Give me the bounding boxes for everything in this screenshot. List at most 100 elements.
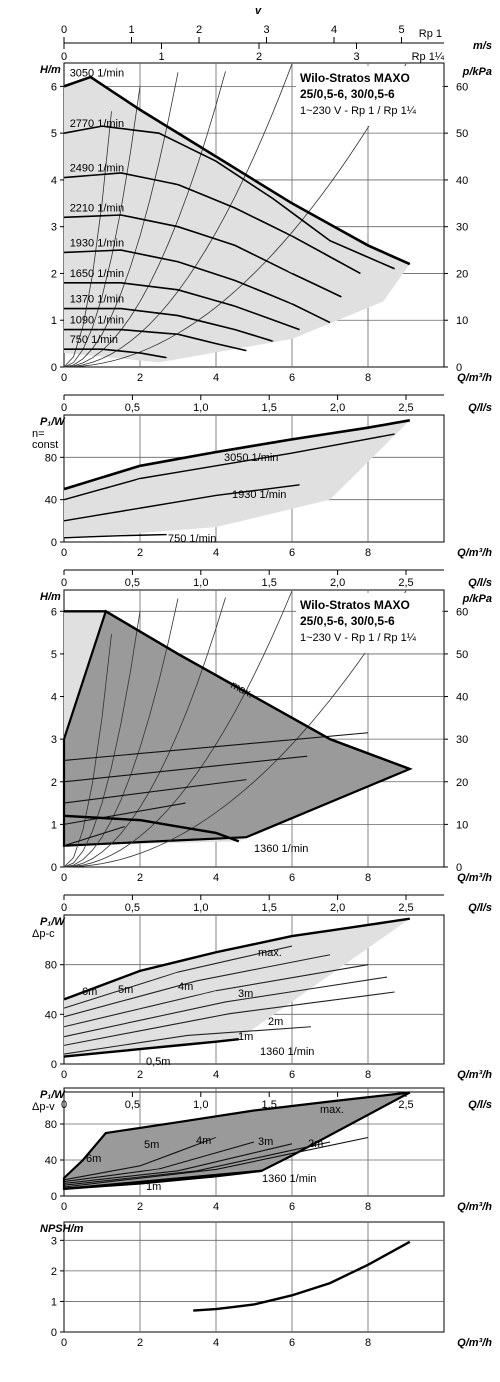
- x-tick-label: 4: [213, 1069, 219, 1081]
- system-curve: [63, 633, 112, 868]
- x-tick-label: 2: [137, 1069, 143, 1081]
- y-axis-sublabel-2: const: [32, 439, 58, 451]
- x-tick-label: 4: [213, 1337, 219, 1349]
- y-tick-label: 80: [45, 452, 57, 464]
- x-tick-label: 6: [289, 547, 295, 559]
- product-supply: 1~230 V - Rp 1 / Rp 1¼: [300, 105, 417, 117]
- y2-tick-label: 10: [456, 315, 468, 327]
- chart-hq_control: 0 2 4 6 8 0 1 2 3 4 5 6 Q/m³/h H/m p/kPa 0 10 20 30 40 50 60 0…: [40, 589, 492, 914]
- x2-tick-label: 2,0: [330, 402, 345, 414]
- x2-tick-label: 2,5: [398, 902, 413, 914]
- x-tick-label: 6: [289, 872, 295, 884]
- dpv-label-max: max.: [320, 1104, 344, 1116]
- dp-v-line: [63, 825, 125, 847]
- max-power-curve: [63, 917, 410, 1001]
- dpc-label-2m: 2m: [268, 1016, 283, 1028]
- y-tick-label: 0: [51, 362, 57, 374]
- x2-tick-label: 1,0: [193, 577, 208, 589]
- y-tick-label: 0: [51, 1059, 57, 1071]
- y-tick-label: 2: [51, 777, 57, 789]
- y-tick-label: 80: [45, 1119, 57, 1131]
- dpv-label-4m: 4m: [196, 1135, 211, 1147]
- dpv-label-1360-1-min: 1360 1/min: [262, 1173, 316, 1185]
- y-axis-sublabel: n=: [32, 428, 45, 440]
- rp114-tick-label: 0: [61, 51, 67, 63]
- x-tick-label: 8: [365, 1069, 371, 1081]
- system-curve: [63, 597, 226, 868]
- y-tick-label: 1: [51, 315, 57, 327]
- dp-v-line: [63, 755, 308, 783]
- x2-tick-label: 1,0: [193, 402, 208, 414]
- dp-c-curve: [63, 1026, 312, 1055]
- dp-v-curve: [63, 1136, 369, 1188]
- x2-tick-label: 0,5: [125, 577, 140, 589]
- x2-tick-label: 1,0: [193, 1099, 208, 1111]
- curve-2770-1-min: [63, 125, 395, 270]
- y-axis-label: P₁/W: [40, 1089, 66, 1101]
- curve-label-1090-1-min: 1090 1/min: [70, 315, 124, 327]
- x-axis-label: Q/m³/h: [457, 372, 492, 384]
- x-tick-label: 4: [213, 1201, 219, 1213]
- y-tick-label: 40: [45, 1155, 57, 1167]
- curve-1650-1-min: [64, 282, 300, 331]
- y-axis-label: P₁/W: [40, 416, 66, 428]
- system-curve: [63, 72, 179, 368]
- curve-2210-1-min: [63, 214, 342, 298]
- power-area: [64, 420, 410, 539]
- y2-tick-label: 50: [456, 128, 468, 140]
- title-block-bg: [296, 593, 442, 653]
- dpc-label-5m: 5m: [118, 984, 133, 996]
- dp-v-line: [63, 802, 186, 825]
- x-tick-label: 0: [61, 1201, 67, 1213]
- system-curve: [63, 590, 293, 868]
- y2-tick-label: 20: [456, 268, 468, 280]
- rp114-label: Rp 1¼: [412, 51, 445, 63]
- y-tick-label: 3: [51, 222, 57, 234]
- y-tick-label: 2: [51, 1266, 57, 1278]
- y2-tick-label: 40: [456, 175, 468, 187]
- x2-tick-label: 0: [61, 902, 67, 914]
- x-tick-label: 0: [61, 547, 67, 559]
- curve-1930-1-min: [63, 249, 331, 324]
- y2-tick-label: 50: [456, 649, 468, 661]
- y2-tick-label: 30: [456, 734, 468, 746]
- product-models: 25/0,5-6, 30/0,5-6: [300, 87, 395, 101]
- y-axis-label: H/m: [40, 64, 61, 76]
- x-tick-label: 8: [365, 547, 371, 559]
- y2-tick-label: 60: [456, 81, 468, 93]
- y-tick-label: 40: [45, 1009, 57, 1021]
- y2-tick-label: 60: [456, 606, 468, 618]
- curve-3050-1-min: [63, 75, 411, 266]
- velocity-scale: v Rp 1 m/s Rp 1¼ 0 1 2 3 4 5 0 1 2 3: [61, 5, 492, 63]
- power-curve-3050-1-min: [63, 419, 411, 491]
- plot-frame: [63, 414, 445, 543]
- system-curve: [63, 598, 179, 868]
- min-power-curve: [63, 1037, 239, 1058]
- x-axis-label: Q/m³/h: [457, 1201, 492, 1213]
- curve-label-1370-1-min: 1370 1/min: [70, 294, 124, 306]
- label-1930: 1930 1/min: [232, 489, 286, 501]
- x-tick-label: 0: [61, 1069, 67, 1081]
- y-tick-label: 1: [51, 1296, 57, 1308]
- x-tick-label: 2: [137, 1337, 143, 1349]
- rp114-tick-label: 3: [353, 51, 359, 63]
- x-axis-label: Q/m³/h: [457, 872, 492, 884]
- product-supply: 1~230 V - Rp 1 / Rp 1¼: [300, 632, 417, 644]
- product-name: Wilo-Stratos MAXO: [300, 71, 410, 85]
- y-tick-label: 3: [51, 734, 57, 746]
- plot-frame: [63, 1221, 445, 1333]
- y-axis-sublabel: Δp-c: [32, 928, 55, 940]
- x2-tick-label: 1,5: [262, 577, 277, 589]
- dp-v-curve: [63, 1143, 293, 1184]
- system-curve: [63, 71, 226, 368]
- dpc-label-0-5m: 0,5m: [146, 1056, 170, 1068]
- y-tick-label: 80: [45, 960, 57, 972]
- y-tick-label: 0: [51, 862, 57, 874]
- y-tick-label: 0: [51, 537, 57, 549]
- x-tick-label: 0: [61, 372, 67, 384]
- curve-1090-1-min: [64, 328, 247, 352]
- dp-v-line: [63, 732, 369, 762]
- rp114-tick-label: 2: [256, 51, 262, 63]
- y2-axis-label: p/kPa: [462, 66, 492, 78]
